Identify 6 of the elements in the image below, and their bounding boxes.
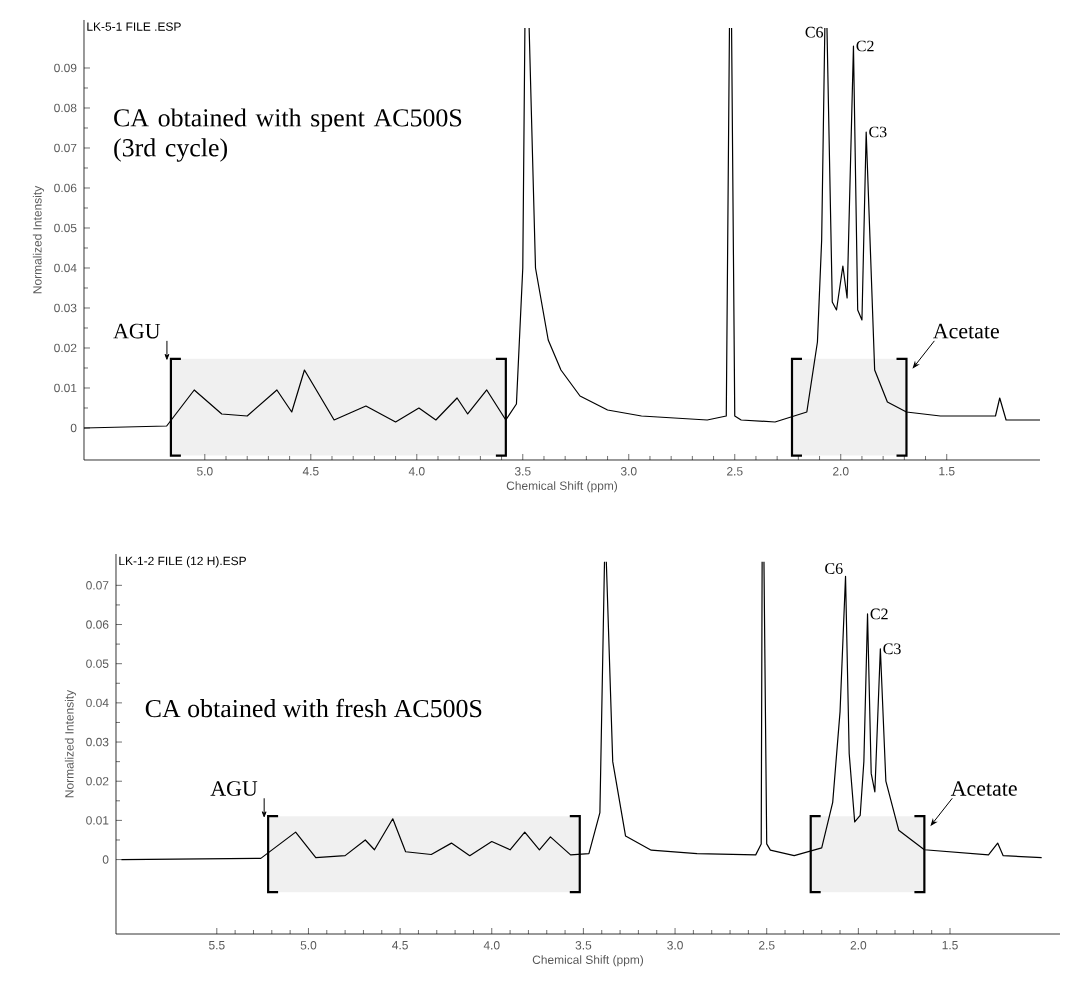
band-label: Acetate	[950, 781, 1017, 796]
band-label: AGU	[113, 323, 161, 339]
annotation: CA obtained with spent AC500S (3rd cycle)	[114, 108, 462, 162]
annotation: CA obtained with fresh AC500S	[145, 698, 482, 718]
band-label: Acetate	[933, 323, 999, 339]
band-label: AGU	[210, 781, 258, 796]
